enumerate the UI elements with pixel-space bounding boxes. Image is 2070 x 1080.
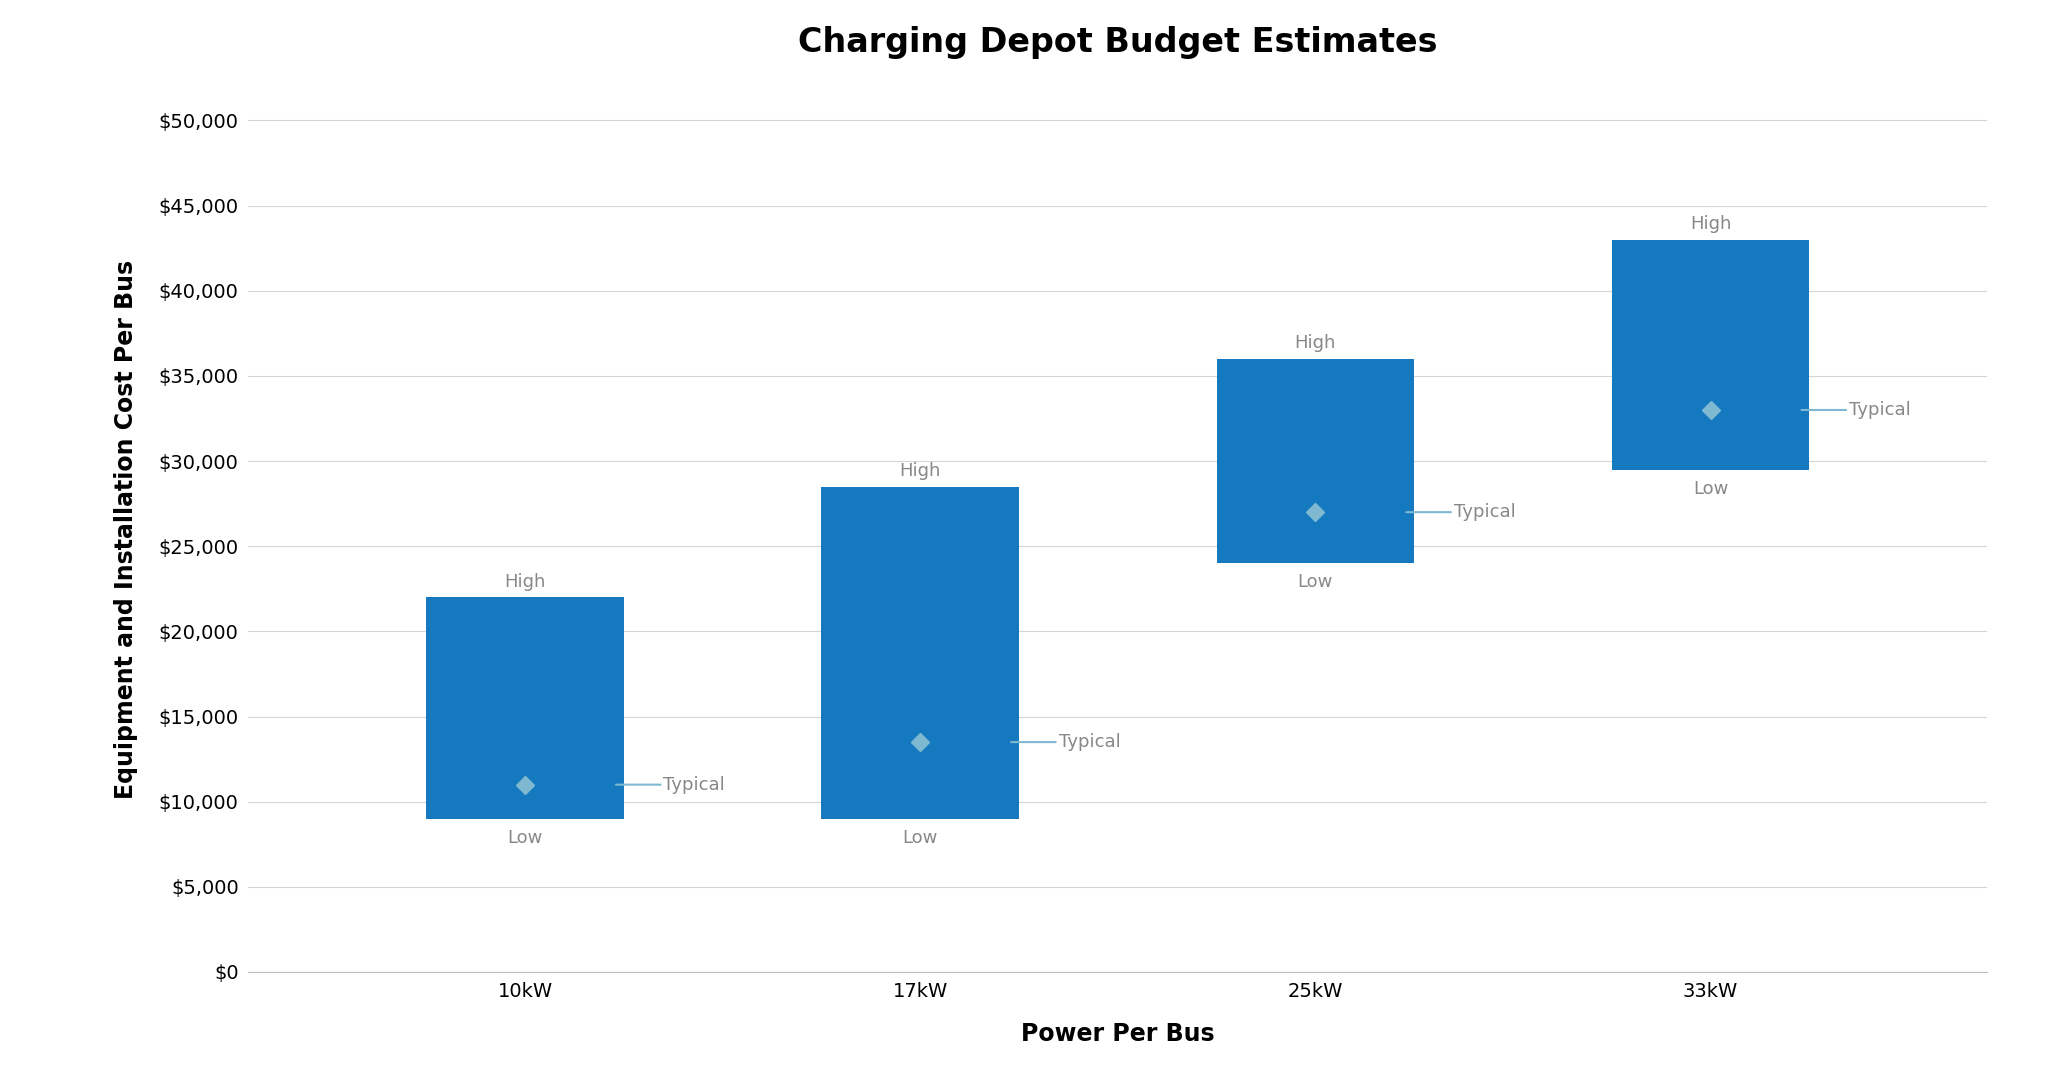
Bar [822, 487, 1018, 819]
Text: Typical: Typical [1406, 503, 1515, 522]
Text: Typical: Typical [1010, 733, 1120, 751]
Text: High: High [900, 462, 942, 480]
Bar [426, 597, 623, 819]
Y-axis label: Equipment and Installation Cost Per Bus: Equipment and Installation Cost Per Bus [114, 259, 139, 799]
Title: Charging Depot Budget Estimates: Charging Depot Budget Estimates [799, 26, 1437, 58]
Bar [1613, 240, 1809, 470]
Text: High: High [505, 572, 546, 591]
Text: Typical: Typical [1801, 401, 1911, 419]
Text: Low: Low [1693, 480, 1728, 498]
Text: Low: Low [1298, 573, 1333, 592]
X-axis label: Power Per Bus: Power Per Bus [1021, 1022, 1215, 1045]
Text: Low: Low [507, 829, 542, 847]
Text: High: High [1294, 334, 1335, 352]
Bar [1217, 359, 1414, 564]
Text: Low: Low [903, 829, 938, 847]
Text: High: High [1689, 215, 1731, 233]
Text: Typical: Typical [617, 775, 724, 794]
